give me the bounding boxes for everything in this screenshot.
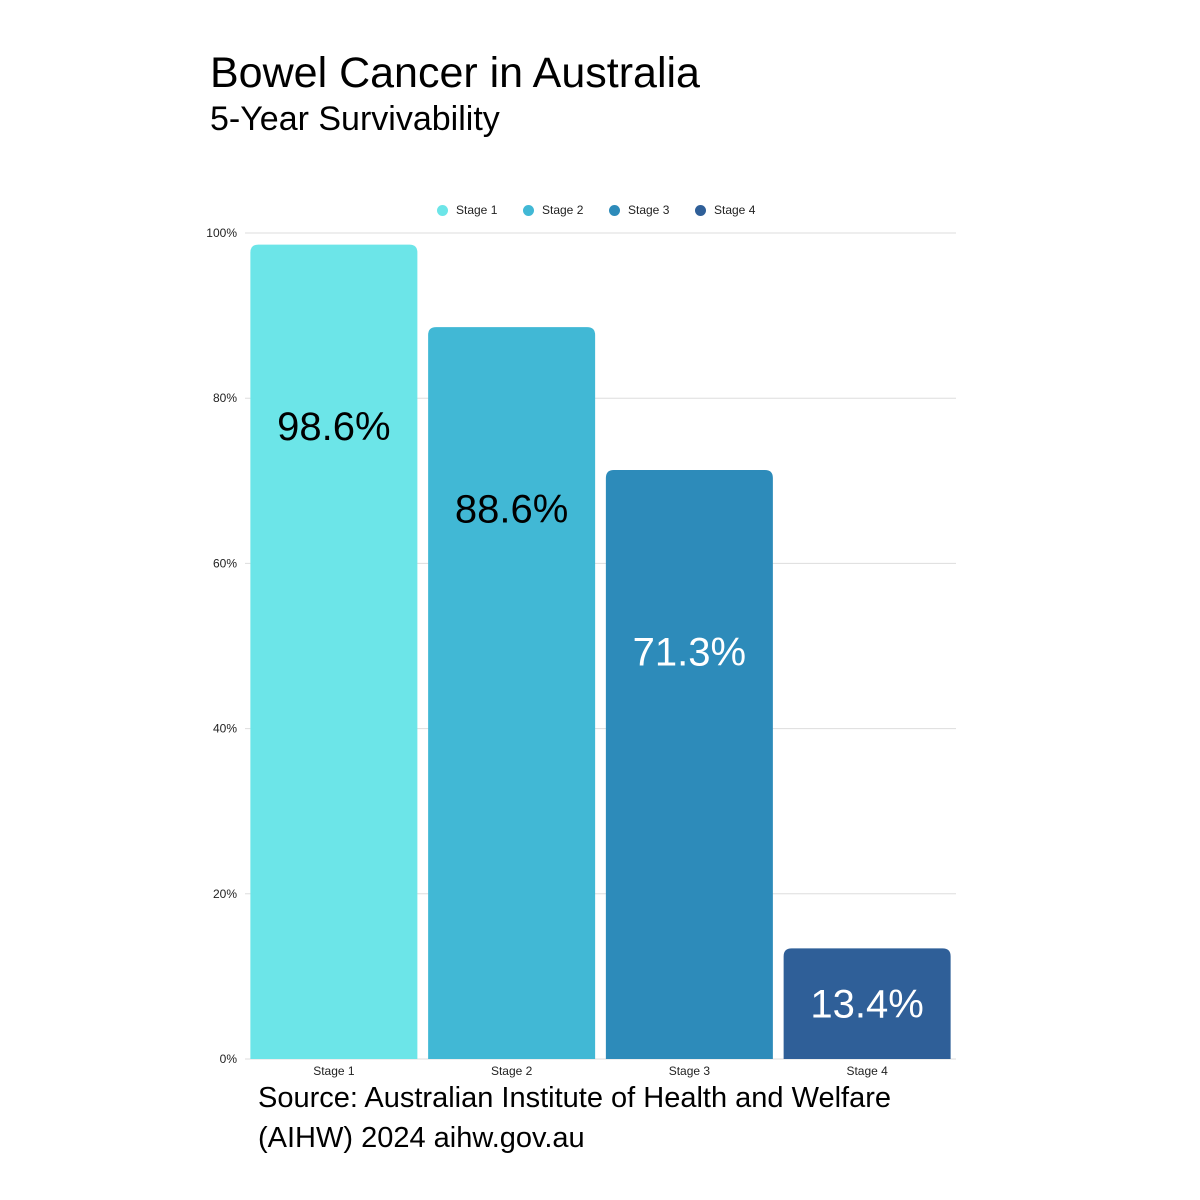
data-label: 13.4% — [810, 983, 923, 1027]
bar-stage-2[interactable] — [428, 327, 596, 1059]
x-tick-label: Stage 4 — [846, 1064, 888, 1078]
bar-stage-3[interactable] — [605, 470, 773, 1059]
legend-label-stage-4: Stage 4 — [714, 203, 756, 217]
y-tick-label: 0% — [220, 1052, 238, 1066]
bars: 98.6% 88.6% 71.3% 13.4% — [250, 244, 951, 1060]
legend-marker-stage-4 — [695, 204, 706, 216]
legend-marker-stage-2 — [523, 204, 534, 216]
chart-title: Bowel Cancer in Australia — [210, 49, 700, 97]
x-axis: Stage 1 Stage 2 Stage 3 Stage 4 — [313, 1064, 888, 1078]
y-tick-label: 80% — [213, 391, 237, 405]
data-label: 98.6% — [277, 405, 390, 449]
legend-label-stage-1: Stage 1 — [456, 203, 498, 217]
source-note: Source: Australian Institute of Health a… — [258, 1082, 891, 1154]
y-axis: 0% 20% 40% 60% 80% 100% — [206, 226, 237, 1066]
legend: Stage 1 Stage 2 Stage 3 Stage 4 — [0, 198, 1200, 222]
legend-item-stage-1[interactable]: Stage 1 — [437, 198, 497, 222]
data-label: 88.6% — [455, 487, 568, 531]
legend-marker-stage-3 — [609, 204, 620, 216]
x-tick-label: Stage 3 — [669, 1064, 711, 1078]
y-tick-label: 100% — [206, 226, 237, 240]
legend-item-stage-4[interactable]: Stage 4 — [695, 198, 755, 222]
legend-item-stage-2[interactable]: Stage 2 — [523, 198, 583, 222]
bar-stage-4[interactable] — [783, 948, 951, 1059]
y-tick-label: 40% — [213, 722, 237, 736]
y-tick-label: 20% — [213, 887, 237, 901]
data-label: 71.3% — [633, 630, 746, 674]
legend-label-stage-2: Stage 2 — [542, 203, 584, 217]
legend-marker-stage-1 — [437, 204, 448, 216]
x-tick-label: Stage 1 — [313, 1064, 355, 1078]
legend-item-stage-3[interactable]: Stage 3 — [609, 198, 669, 222]
chart-subtitle: 5-Year Survivability — [210, 100, 500, 138]
legend-label-stage-3: Stage 3 — [628, 203, 670, 217]
bar-stage-1[interactable] — [250, 244, 418, 1060]
y-tick-label: 60% — [213, 556, 237, 570]
x-tick-label: Stage 2 — [491, 1064, 533, 1078]
